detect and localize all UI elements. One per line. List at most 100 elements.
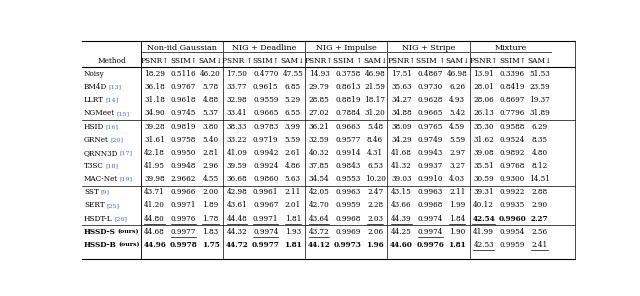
Text: 35.30: 35.30 — [474, 123, 494, 131]
Text: 19.37: 19.37 — [529, 96, 550, 104]
Text: 2.01: 2.01 — [285, 202, 301, 210]
Text: 39.08: 39.08 — [474, 149, 494, 157]
Text: 5.40: 5.40 — [202, 136, 219, 144]
Text: 6.55: 6.55 — [285, 110, 301, 118]
Text: Noisy: Noisy — [84, 70, 105, 78]
Text: SERT: SERT — [84, 202, 104, 210]
Text: Mixture: Mixture — [495, 44, 527, 52]
Text: 0.9948: 0.9948 — [171, 162, 196, 170]
Text: 2.28: 2.28 — [367, 202, 383, 210]
Text: 2.11: 2.11 — [449, 188, 465, 196]
Text: NIG + Impulse: NIG + Impulse — [316, 44, 376, 52]
Text: 42.98: 42.98 — [227, 188, 247, 196]
Text: 3.27: 3.27 — [449, 162, 465, 170]
Text: 28.85: 28.85 — [308, 96, 330, 104]
Text: 1.78: 1.78 — [202, 215, 219, 223]
Text: 14.51: 14.51 — [529, 175, 550, 183]
Text: 0.9765: 0.9765 — [417, 123, 443, 131]
Text: PSNR ↑: PSNR ↑ — [221, 57, 252, 65]
Text: 17.50: 17.50 — [227, 70, 247, 78]
Text: [16]: [16] — [106, 124, 118, 129]
Text: 40.12: 40.12 — [473, 202, 494, 210]
Text: 4.59: 4.59 — [449, 123, 465, 131]
Text: 0.9974: 0.9974 — [417, 215, 443, 223]
Text: 31.89: 31.89 — [529, 110, 550, 118]
Text: 6.26: 6.26 — [449, 83, 465, 91]
Text: BM4D: BM4D — [84, 83, 108, 91]
Text: SAM↓: SAM↓ — [445, 57, 469, 65]
Text: PSNR↑: PSNR↑ — [141, 57, 169, 65]
Text: 0.5116: 0.5116 — [171, 70, 196, 78]
Text: 4.88: 4.88 — [202, 96, 219, 104]
Text: 0.9767: 0.9767 — [171, 83, 196, 91]
Text: 1.81: 1.81 — [449, 241, 466, 249]
Text: 5.63: 5.63 — [285, 175, 301, 183]
Text: 31.62: 31.62 — [473, 136, 494, 144]
Text: 51.53: 51.53 — [529, 70, 550, 78]
Text: 13.91: 13.91 — [473, 70, 494, 78]
Text: 0.9588: 0.9588 — [500, 123, 525, 131]
Text: 0.7796: 0.7796 — [500, 110, 525, 118]
Text: 0.9663: 0.9663 — [335, 123, 360, 131]
Text: 0.9730: 0.9730 — [417, 83, 443, 91]
Text: Non-iid Gaussian: Non-iid Gaussian — [147, 44, 217, 52]
Text: HSID: HSID — [84, 123, 104, 131]
Text: 43.72: 43.72 — [309, 228, 330, 236]
Text: 0.9967: 0.9967 — [253, 202, 278, 210]
Text: 37.85: 37.85 — [309, 162, 330, 170]
Text: HSSD-B: HSSD-B — [84, 241, 116, 249]
Text: 44.32: 44.32 — [227, 228, 247, 236]
Text: 32.98: 32.98 — [227, 96, 247, 104]
Text: 0.9553: 0.9553 — [335, 175, 360, 183]
Text: 21.59: 21.59 — [365, 83, 385, 91]
Text: 0.9719: 0.9719 — [253, 136, 278, 144]
Text: 44.68: 44.68 — [144, 228, 165, 236]
Text: [13]: [13] — [109, 85, 122, 90]
Text: 34.27: 34.27 — [391, 96, 412, 104]
Text: 17.51: 17.51 — [391, 70, 412, 78]
Text: 0.9977: 0.9977 — [252, 241, 280, 249]
Text: 0.9966: 0.9966 — [171, 188, 196, 196]
Text: QRNN3D: QRNN3D — [84, 149, 118, 157]
Text: 4.31: 4.31 — [367, 149, 383, 157]
Text: 0.9665: 0.9665 — [417, 110, 443, 118]
Text: 0.9973: 0.9973 — [334, 241, 362, 249]
Text: 0.9860: 0.9860 — [253, 175, 278, 183]
Text: 0.9937: 0.9937 — [417, 162, 443, 170]
Text: 36.18: 36.18 — [144, 83, 165, 91]
Text: 38.33: 38.33 — [227, 123, 247, 131]
Text: 30.59: 30.59 — [474, 175, 494, 183]
Text: 2.88: 2.88 — [531, 188, 548, 196]
Text: SAM↓: SAM↓ — [198, 57, 223, 65]
Text: 39.28: 39.28 — [145, 123, 165, 131]
Text: SAM↓: SAM↓ — [281, 57, 305, 65]
Text: 2.03: 2.03 — [367, 215, 383, 223]
Text: 28.06: 28.06 — [473, 96, 494, 104]
Text: [14]: [14] — [106, 98, 118, 103]
Text: 1.89: 1.89 — [202, 202, 219, 210]
Text: 0.9976: 0.9976 — [171, 215, 196, 223]
Text: 44.12: 44.12 — [308, 241, 331, 249]
Text: SSIM↑: SSIM↑ — [170, 57, 197, 65]
Text: 44.48: 44.48 — [227, 215, 247, 223]
Text: 0.9971: 0.9971 — [171, 202, 196, 210]
Text: 36.21: 36.21 — [308, 123, 330, 131]
Text: 43.61: 43.61 — [227, 202, 247, 210]
Text: 0.9974: 0.9974 — [417, 228, 443, 236]
Text: 35.51: 35.51 — [473, 162, 494, 170]
Text: 41.32: 41.32 — [391, 162, 412, 170]
Text: 2.27: 2.27 — [531, 215, 548, 223]
Text: 43.15: 43.15 — [391, 188, 412, 196]
Text: 0.3396: 0.3396 — [500, 70, 525, 78]
Text: 5.42: 5.42 — [449, 110, 465, 118]
Text: 42.05: 42.05 — [308, 188, 330, 196]
Text: 27.02: 27.02 — [308, 110, 330, 118]
Text: HSDT-L: HSDT-L — [84, 215, 113, 223]
Text: 41.95: 41.95 — [144, 162, 165, 170]
Text: 3.99: 3.99 — [285, 123, 301, 131]
Text: 35.63: 35.63 — [391, 83, 412, 91]
Text: 1.90: 1.90 — [449, 228, 465, 236]
Text: 42.18: 42.18 — [144, 149, 165, 157]
Text: 42.54: 42.54 — [472, 215, 495, 223]
Text: 34.90: 34.90 — [145, 110, 165, 118]
